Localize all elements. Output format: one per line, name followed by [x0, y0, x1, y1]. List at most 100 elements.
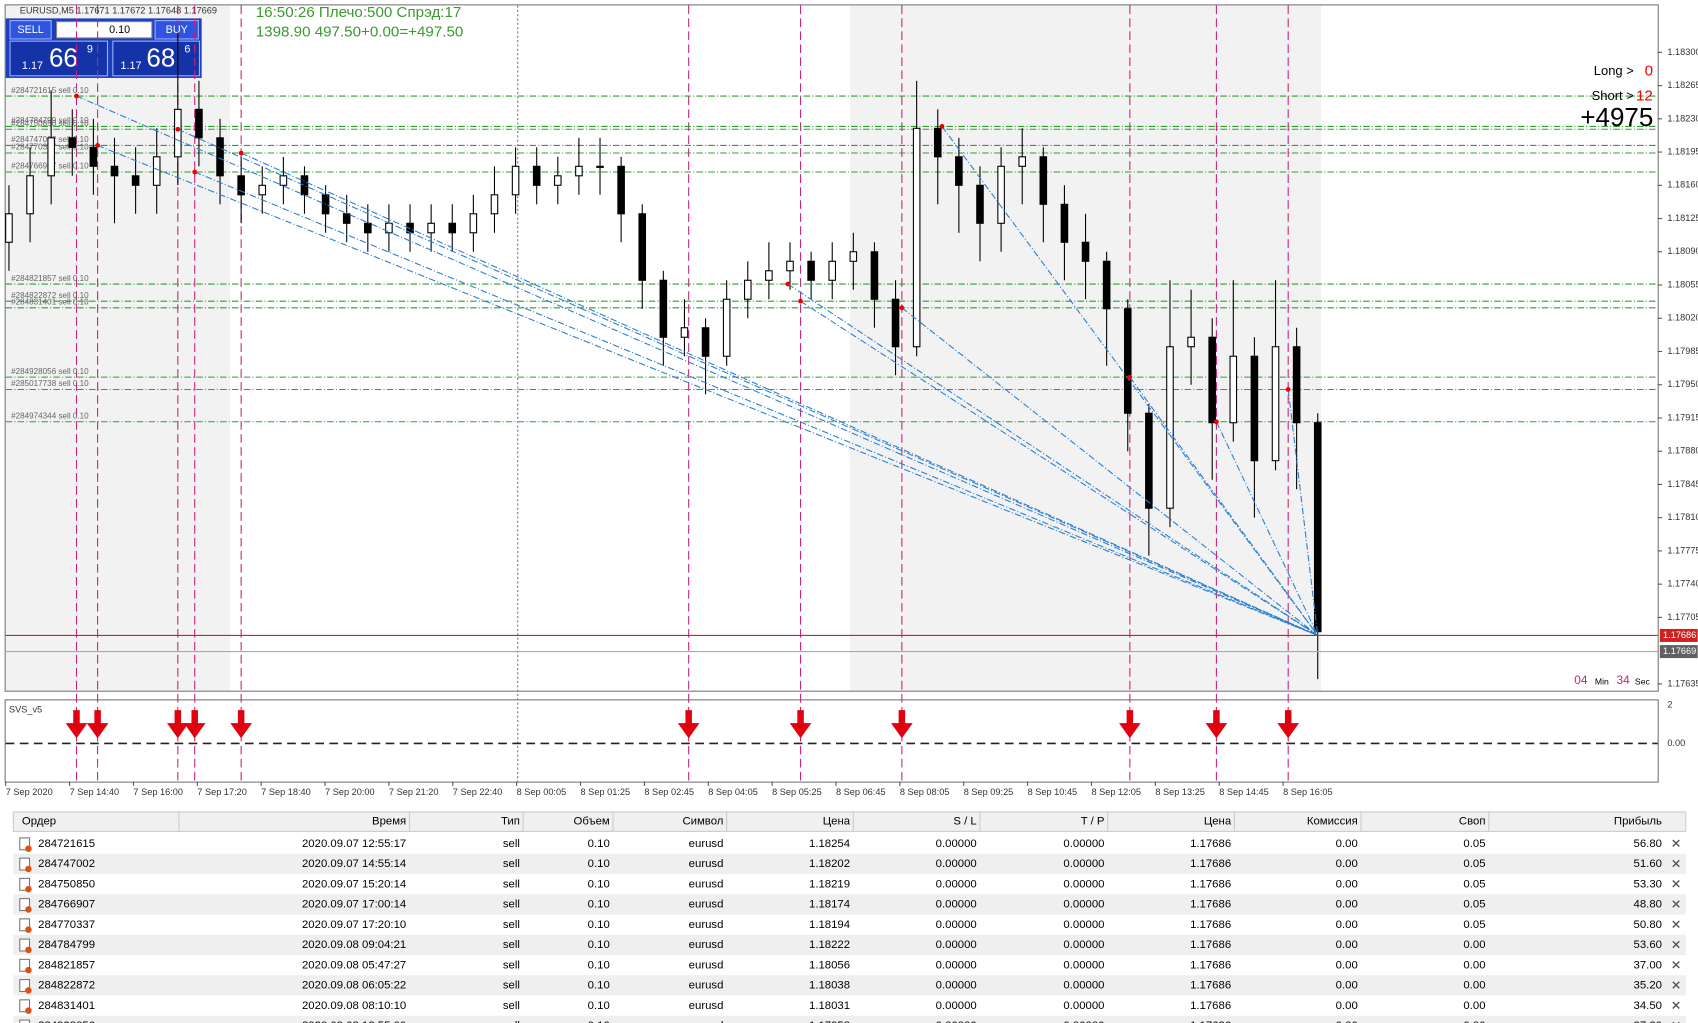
order-icon-dot — [25, 926, 32, 933]
candle-body — [554, 175, 562, 186]
bid-box[interactable] — [9, 40, 109, 77]
x-tick-label: 7 Sep 17:20 — [197, 787, 247, 797]
table-cell: 284821857 — [38, 959, 95, 971]
table-cell: 1.17686 — [1190, 858, 1231, 870]
table-cell: 284750850 — [38, 878, 95, 890]
y-tick-label: 1.17635 — [1667, 678, 1698, 688]
table-cell: eurusd — [689, 878, 724, 890]
short-count: 12 — [1636, 87, 1653, 104]
y-tick-label: 1.18265 — [1667, 80, 1698, 90]
trade-line — [800, 300, 1319, 636]
candle-body — [638, 213, 647, 281]
buy-button[interactable] — [154, 20, 199, 40]
table-cell: 0.00000 — [936, 1000, 977, 1012]
table-cell: 284721615 — [38, 838, 95, 850]
x-tick-label: 7 Sep 21:20 — [389, 787, 439, 797]
x-tick-label: 7 Sep 16:00 — [133, 787, 183, 797]
table-cell: 1.17686 — [1190, 878, 1231, 890]
candle-body — [448, 222, 457, 234]
y-tick-label: 1.17775 — [1667, 545, 1698, 555]
y-tick-label: 1.18090 — [1667, 246, 1698, 256]
candle-body — [216, 137, 224, 177]
table-cell: 1.18254 — [809, 838, 850, 850]
order-level-label: #284784799 sell 0.10 — [11, 116, 89, 125]
close-order — [1672, 839, 1680, 848]
ask-box[interactable] — [112, 40, 201, 77]
bid-label: 1.17669 — [1663, 646, 1696, 656]
x-tick-label: 7 Sep 20:00 — [325, 787, 375, 797]
candle-body — [279, 175, 288, 186]
table-cell: 0.00000 — [1063, 1000, 1104, 1012]
table-cell: 37.00 — [1634, 959, 1662, 971]
candle-body — [68, 137, 77, 148]
candle-body — [1039, 156, 1048, 205]
candle-body — [1229, 355, 1238, 424]
candle-body — [1208, 336, 1216, 424]
table-cell: 0.00 — [1463, 1020, 1485, 1023]
lot-value: 0.10 — [109, 24, 130, 36]
table-cell: 0.10 — [588, 1020, 610, 1023]
trade-line — [1215, 421, 1319, 636]
table-cell: eurusd — [689, 980, 724, 992]
table-cell: sell — [503, 878, 520, 890]
candle-body — [976, 184, 984, 224]
table-cell: 0.00000 — [936, 858, 977, 870]
signal-arrow — [65, 710, 88, 739]
candle-body — [1187, 336, 1195, 348]
candle-body — [1313, 422, 1322, 633]
x-tick-label: 8 Sep 12:05 — [1091, 787, 1141, 797]
table-cell: sell — [503, 1020, 520, 1023]
entry-point — [95, 143, 100, 148]
signal-arrow — [183, 710, 206, 739]
table-cell: 50.80 — [1634, 919, 1662, 931]
candle-body — [575, 165, 583, 177]
close-order — [1672, 940, 1680, 949]
x-tick-label: 8 Sep 16:05 — [1283, 787, 1333, 797]
order-icon — [19, 938, 31, 952]
trade-line — [177, 128, 1318, 636]
column-header: Цена — [1204, 816, 1232, 828]
table-cell: 0.00 — [1336, 858, 1358, 870]
candle-body — [1292, 346, 1301, 424]
table-cell: 0.00 — [1336, 959, 1358, 971]
candle-body — [1145, 412, 1153, 509]
ask-small: 6 — [184, 44, 190, 56]
table-cell: 0.00000 — [1063, 858, 1104, 870]
trade-line — [941, 126, 1319, 636]
entry-point — [899, 305, 905, 311]
y-tick-label: 1.18195 — [1667, 146, 1698, 156]
table-cell: sell — [503, 919, 520, 931]
table-cell: 0.00000 — [1063, 878, 1104, 890]
column-header: Комиссия — [1307, 816, 1358, 828]
sell-button[interactable] — [9, 20, 52, 40]
order-level-label: #284928056 sell 0.10 — [11, 367, 89, 376]
candle-body — [596, 165, 604, 168]
candle-body — [659, 279, 668, 338]
x-tick-label: 7 Sep 2020 — [6, 787, 53, 797]
candle-body — [47, 137, 55, 177]
lot-input[interactable] — [56, 21, 153, 39]
table-cell: eurusd — [689, 899, 724, 911]
candle-body — [997, 165, 1005, 224]
order-level-label: #284721615 sell 0.10 — [11, 86, 89, 95]
table-cell: 0.00 — [1463, 939, 1485, 951]
table-cell: 0.00000 — [1063, 899, 1104, 911]
y-tick-label: 1.17740 — [1667, 579, 1698, 589]
table-cell: 2020.09.08 12:55:00 — [302, 1020, 406, 1023]
order-icon — [19, 877, 31, 891]
candle-body — [1018, 156, 1026, 167]
candle-body — [5, 213, 13, 243]
candle-body — [1102, 260, 1111, 310]
table-cell: 1.18219 — [809, 878, 850, 890]
table-cell: 2020.09.07 17:00:14 — [302, 899, 406, 911]
signal-arrow — [789, 710, 812, 739]
table-cell: 2020.09.08 08:10:10 — [302, 1000, 406, 1012]
table-cell: eurusd — [689, 1020, 724, 1023]
order-icon — [19, 918, 31, 932]
column-header: S / L — [953, 816, 976, 828]
bid-box — [1659, 645, 1698, 659]
signal-arrow — [167, 710, 189, 739]
close-order — [1672, 920, 1680, 929]
candle-body — [912, 127, 921, 348]
table-cell: 284928056 — [38, 1020, 95, 1023]
